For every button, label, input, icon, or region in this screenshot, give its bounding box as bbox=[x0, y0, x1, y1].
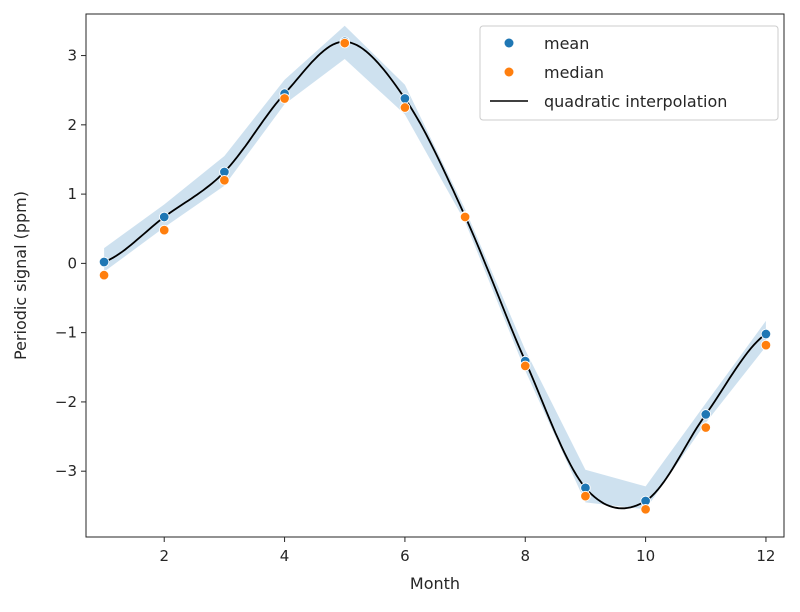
x-tick-label: 10 bbox=[636, 547, 655, 565]
y-tick-label: 3 bbox=[67, 47, 77, 65]
median-point bbox=[520, 360, 531, 372]
median-point bbox=[158, 224, 170, 236]
legend-mean-marker bbox=[504, 38, 514, 48]
y-tick-label: 0 bbox=[67, 254, 77, 272]
interpolation-line-layer bbox=[103, 40, 767, 510]
x-tick-label: 12 bbox=[756, 547, 775, 565]
median-point bbox=[580, 490, 591, 502]
median-point bbox=[98, 269, 110, 281]
mean-point bbox=[700, 409, 712, 420]
interpolation-line bbox=[103, 40, 767, 510]
legend-median-marker bbox=[504, 67, 514, 77]
plot-area-frame bbox=[85, 13, 785, 538]
mean-point bbox=[158, 211, 170, 223]
x-tick-label: 2 bbox=[159, 547, 169, 565]
legend-median-label: median bbox=[544, 63, 604, 82]
legend-mean-label: mean bbox=[544, 34, 589, 53]
x-tick-label: 8 bbox=[520, 547, 530, 565]
legend-box bbox=[479, 25, 779, 121]
mean-point bbox=[98, 256, 110, 268]
x-axis-label: Month bbox=[410, 574, 460, 593]
data-points-layer bbox=[98, 36, 772, 515]
x-axis-ticks: 2 4 6 8 10 12 bbox=[159, 537, 775, 565]
median-point bbox=[339, 37, 350, 49]
y-tick-label: 1 bbox=[67, 185, 77, 203]
legend: mean median quadratic interpolation bbox=[479, 25, 779, 121]
y-tick-label: −2 bbox=[55, 393, 77, 411]
mean-point bbox=[399, 93, 411, 104]
median-point bbox=[459, 211, 471, 223]
y-tick-label: −1 bbox=[55, 324, 77, 342]
mean-point bbox=[760, 328, 772, 340]
median-point bbox=[219, 175, 230, 186]
median-point bbox=[399, 102, 411, 113]
median-point bbox=[760, 339, 772, 351]
median-point bbox=[640, 504, 651, 515]
y-axis-ticks: −3 −2 −1 0 1 2 3 bbox=[55, 47, 86, 480]
legend-interpolation-label: quadratic interpolation bbox=[544, 92, 727, 111]
x-tick-label: 4 bbox=[280, 547, 290, 565]
y-tick-label: 2 bbox=[67, 116, 77, 134]
x-tick-label: 6 bbox=[400, 547, 410, 565]
median-point bbox=[279, 93, 290, 104]
y-tick-label: −3 bbox=[55, 462, 77, 480]
median-point bbox=[700, 422, 712, 433]
y-axis-label: Periodic signal (ppm) bbox=[11, 191, 30, 360]
